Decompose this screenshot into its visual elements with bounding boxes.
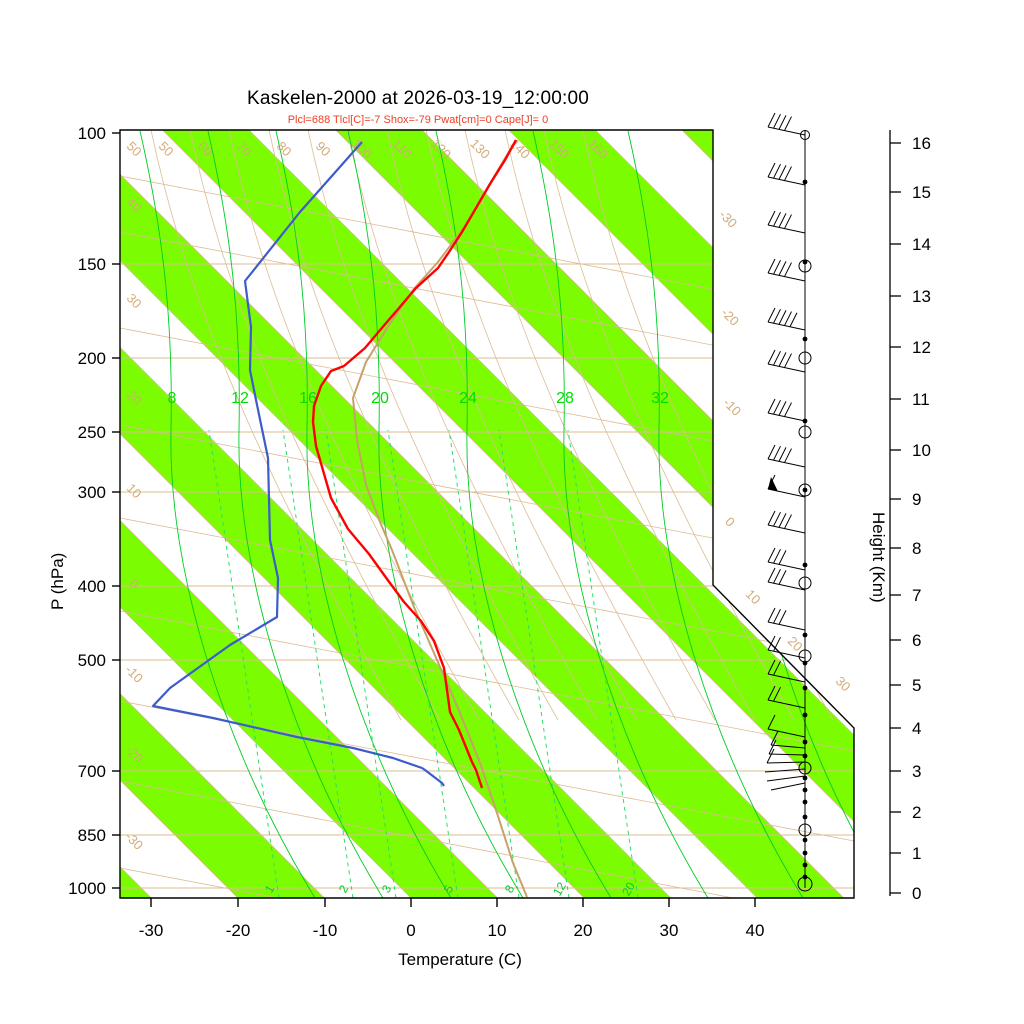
svg-text:-20: -20	[226, 921, 251, 940]
svg-text:30: 30	[124, 290, 145, 311]
svg-text:-10: -10	[313, 921, 338, 940]
svg-text:50: 50	[124, 138, 145, 159]
pressure-axis-title: P (hPa)	[48, 552, 67, 610]
svg-text:14: 14	[912, 235, 931, 254]
svg-text:3: 3	[912, 762, 921, 781]
svg-text:20: 20	[619, 879, 638, 898]
svg-text:12: 12	[550, 879, 569, 898]
chart-subtitle-parcel-params: Plcl=688 Tlcl[C]=-7 Shox=-79 Pwat[cm]=0 …	[287, 114, 549, 126]
temperature-axis: -30 -20 -10 0 10 20 30 40	[139, 898, 765, 940]
svg-text:4: 4	[912, 719, 921, 738]
svg-text:2: 2	[336, 882, 352, 895]
chart-title: Kaskelen-2000 at 2026-03-19_12:00:00	[246, 88, 590, 109]
svg-text:32: 32	[651, 390, 669, 407]
temperature-axis-title: Temperature (C)	[398, 950, 522, 969]
svg-text:0: 0	[912, 884, 921, 903]
svg-text:12: 12	[912, 338, 931, 357]
svg-text:6: 6	[912, 631, 921, 650]
svg-text:90: 90	[313, 138, 334, 159]
svg-text:8: 8	[912, 539, 921, 558]
svg-text:40: 40	[746, 921, 765, 940]
svg-text:12: 12	[231, 390, 249, 407]
svg-text:10: 10	[912, 441, 931, 460]
svg-text:-30: -30	[122, 829, 146, 853]
svg-text:13: 13	[912, 287, 931, 306]
svg-text:-10: -10	[122, 662, 146, 686]
svg-text:9: 9	[912, 490, 921, 509]
svg-text:3: 3	[379, 882, 395, 895]
svg-text:5: 5	[912, 676, 921, 695]
svg-text:400: 400	[78, 577, 106, 596]
parcel-curve	[351, 139, 528, 898]
pressure-axis: 100 150 200 250 300 400 500 700 850 1000	[68, 124, 120, 898]
svg-text:0: 0	[406, 921, 415, 940]
svg-text:150: 150	[78, 255, 106, 274]
svg-text:30: 30	[833, 673, 854, 694]
svg-text:-20: -20	[718, 305, 742, 329]
svg-text:15: 15	[912, 183, 931, 202]
svg-text:250: 250	[78, 423, 106, 442]
svg-text:-30: -30	[716, 207, 740, 231]
svg-text:850: 850	[78, 826, 106, 845]
svg-text:200: 200	[78, 349, 106, 368]
svg-text:10: 10	[488, 921, 507, 940]
height-axis-title: Height (Km)	[869, 512, 888, 603]
svg-text:20: 20	[574, 921, 593, 940]
svg-text:80: 80	[274, 138, 295, 159]
svg-text:-30: -30	[139, 921, 164, 940]
dewpoint-curve	[151, 141, 445, 787]
svg-text:500: 500	[78, 651, 106, 670]
svg-text:16: 16	[912, 134, 931, 153]
moist-adiabat-labels: 8 12 16 20 24 28 32	[168, 390, 669, 407]
temperature-curve	[311, 139, 518, 789]
svg-text:-10: -10	[720, 395, 744, 419]
svg-text:11: 11	[912, 390, 930, 409]
svg-text:30: 30	[660, 921, 679, 940]
svg-text:8: 8	[168, 390, 177, 407]
svg-text:7: 7	[912, 586, 921, 605]
svg-text:1000: 1000	[68, 879, 106, 898]
svg-text:28: 28	[556, 390, 574, 407]
wind-barbs	[764, 112, 813, 892]
svg-text:300: 300	[78, 483, 106, 502]
svg-text:10: 10	[743, 586, 764, 607]
plot-border	[119, 129, 855, 899]
svg-text:10: 10	[124, 480, 145, 501]
svg-text:16: 16	[299, 390, 317, 407]
svg-text:2: 2	[912, 803, 921, 822]
svg-text:24: 24	[459, 390, 477, 407]
dry-adiabats-upper	[150, 130, 834, 721]
svg-text:20: 20	[371, 390, 389, 407]
svg-text:700: 700	[78, 762, 106, 781]
svg-text:1: 1	[912, 844, 921, 863]
svg-text:0: 0	[722, 514, 738, 530]
svg-text:100: 100	[78, 124, 106, 143]
